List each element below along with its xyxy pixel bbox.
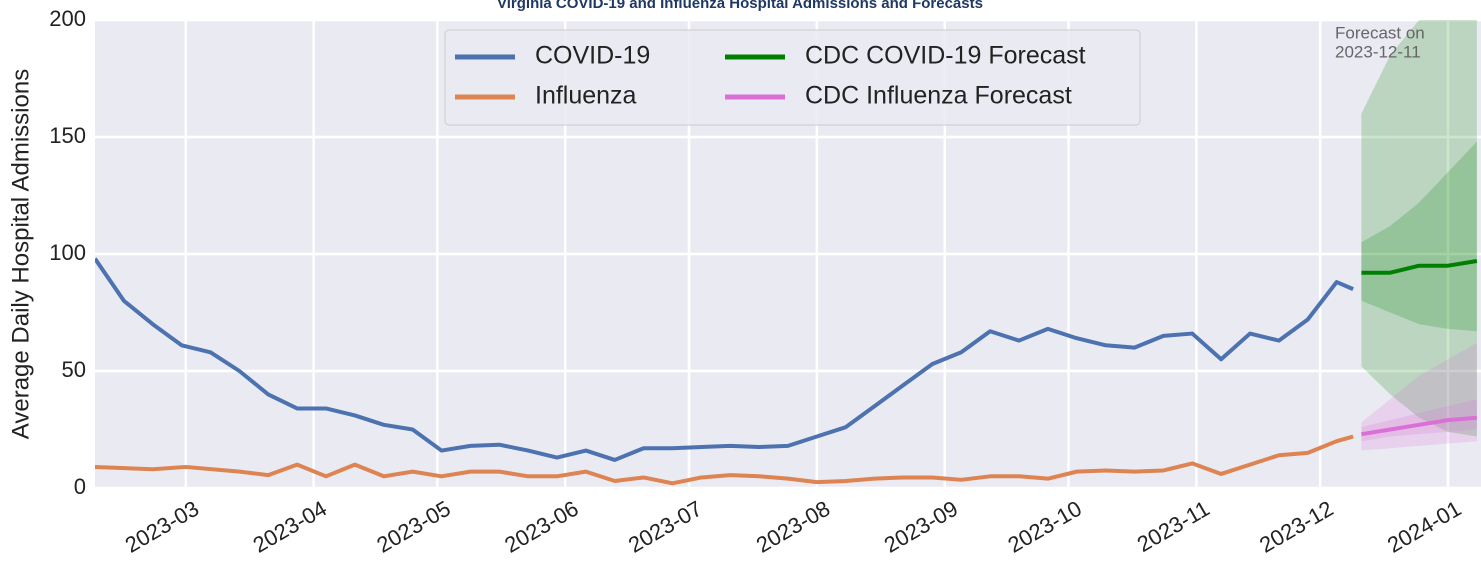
series-line	[95, 434, 1354, 486]
legend-label: COVID-19	[535, 42, 650, 70]
y-tick-label: 150	[49, 123, 86, 148]
forecast-band	[1361, 20, 1477, 437]
y-tick-label: 50	[62, 357, 86, 382]
forecast-band	[1361, 342, 1477, 451]
x-tick-label: 2023-08	[752, 496, 834, 558]
x-tick-label: 2023-12	[1255, 496, 1337, 558]
legend-frame	[444, 29, 1141, 126]
x-tick-label: 2023-03	[121, 496, 203, 558]
y-tick-label: 200	[49, 6, 86, 31]
x-tick-label: 2023-07	[624, 496, 706, 558]
x-tick-label: 2023-10	[1003, 496, 1085, 558]
x-tick-label: 2023-06	[500, 496, 582, 558]
y-tick-label: 0	[74, 474, 86, 499]
series-line	[95, 257, 1354, 462]
legend-label: CDC COVID-19 Forecast	[805, 42, 1086, 70]
series-line	[1361, 259, 1478, 275]
series-line	[1361, 415, 1478, 437]
x-tick-label: 2023-04	[249, 496, 331, 558]
x-tick-label: 2023-11	[1133, 496, 1214, 557]
forecast-band	[1361, 141, 1477, 332]
x-tick-label: 2023-09	[880, 496, 962, 558]
x-tick-label: 2024-01	[1383, 496, 1465, 558]
chart-title: Virginia COVID-19 and Influenza Hospital…	[497, 0, 983, 12]
y-axis-label: Average Daily Hospital Admissions	[7, 69, 34, 439]
legend-label: Influenza	[535, 82, 637, 110]
y-tick-label: 100	[49, 240, 86, 265]
overlay: COVID-19 Influenza CDC COVID-19 Forecast CD…	[444, 23, 1425, 126]
x-tick-label: 2023-05	[372, 496, 454, 558]
annotation: 2023-12-11	[1335, 42, 1421, 61]
annotation: Forecast on	[1335, 23, 1425, 42]
legend-label: CDC Influenza Forecast	[805, 82, 1072, 110]
